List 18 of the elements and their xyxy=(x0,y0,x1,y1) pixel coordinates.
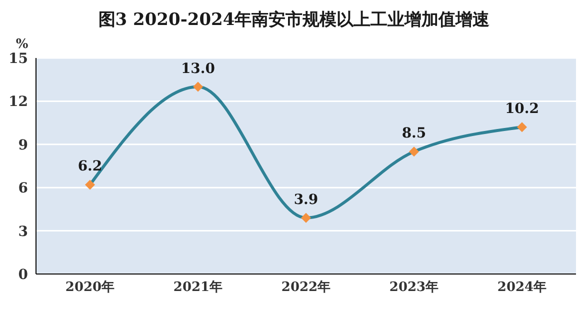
x-tick-label: 2024年 xyxy=(497,280,547,296)
y-tick-label: 9 xyxy=(18,137,28,154)
data-label: 10.2 xyxy=(504,101,540,118)
y-tick-label: 0 xyxy=(18,266,28,283)
data-label: 6.2 xyxy=(78,158,102,175)
data-label: 8.5 xyxy=(402,126,426,142)
x-tick-label: 2020年 xyxy=(65,280,115,296)
data-label: 13.0 xyxy=(180,60,216,77)
chart-title: 图3 2020-2024年南安市规模以上工业增加值增速 xyxy=(97,9,491,32)
x-tick-label: 2021年 xyxy=(173,280,223,296)
y-tick-label: 12 xyxy=(8,94,28,110)
y-tick-label: 15 xyxy=(8,50,28,67)
x-tick-label: 2023年 xyxy=(389,280,439,296)
y-tick-label: 3 xyxy=(18,224,28,240)
y-axis-title: % xyxy=(16,37,29,52)
x-tick-label: 2022年 xyxy=(281,280,331,296)
data-label: 3.9 xyxy=(294,192,318,208)
y-tick-label: 6 xyxy=(18,180,28,197)
